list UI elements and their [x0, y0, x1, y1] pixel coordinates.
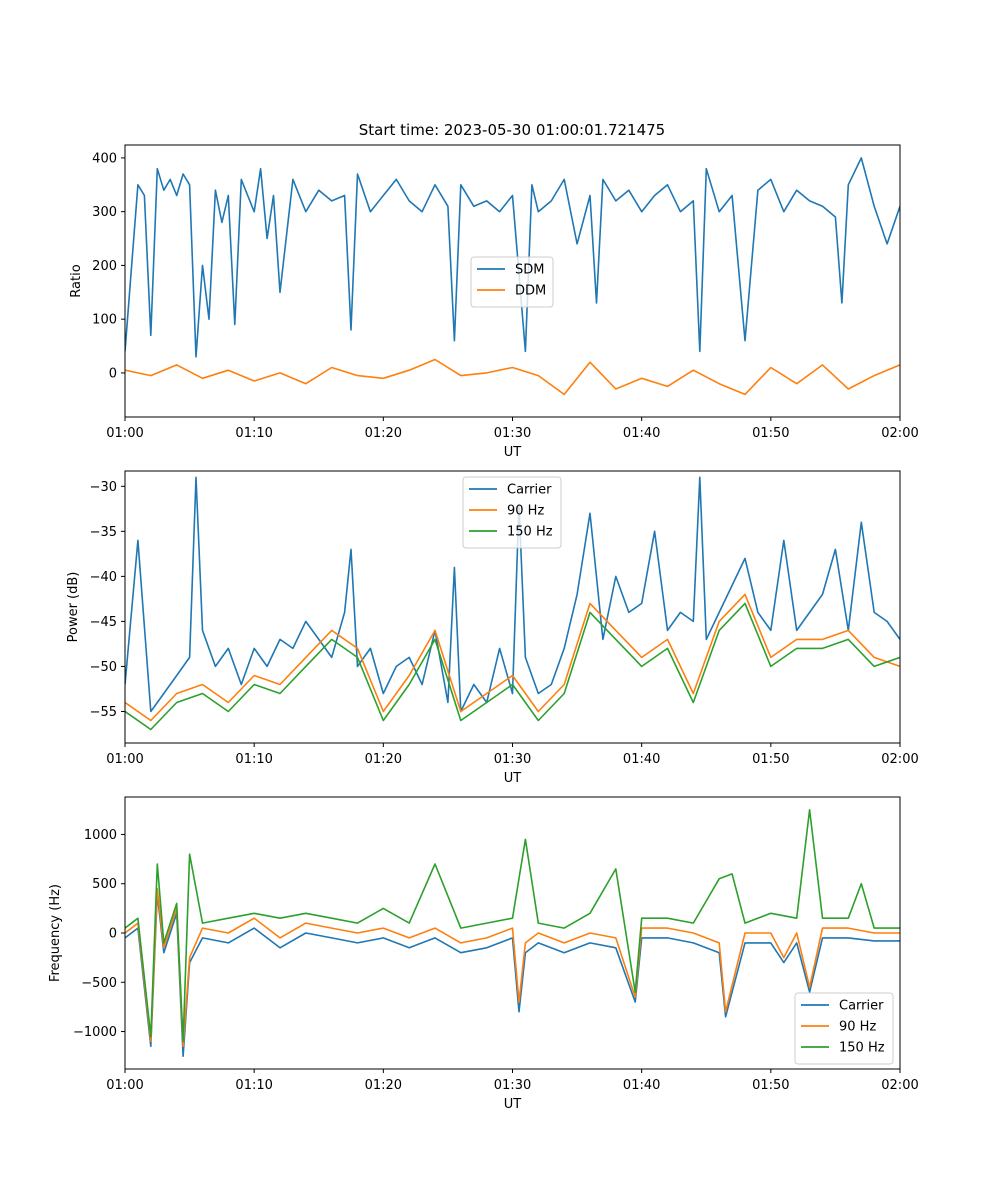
- legend-label-90-hz: 90 Hz: [507, 504, 544, 519]
- y-tick-label: 1000: [84, 828, 117, 843]
- x-axis-label: UT: [504, 1097, 522, 1112]
- x-tick-label: 01:00: [106, 752, 143, 767]
- x-tick-label: 01:50: [752, 1078, 789, 1093]
- legend-label-ddm: DDM: [515, 284, 546, 299]
- y-tick-label: 100: [92, 313, 117, 328]
- legend-label-carrier: Carrier: [839, 999, 884, 1014]
- y-tick-label: −45: [90, 615, 117, 630]
- x-tick-label: 01:50: [752, 426, 789, 441]
- figure: Start time: 2023-05-30 01:00:01.721475 0…: [0, 0, 1000, 1200]
- x-tick-label: 01:30: [494, 752, 531, 767]
- legend-label-carrier: Carrier: [507, 483, 552, 498]
- y-tick-label: 500: [92, 877, 117, 892]
- x-tick-label: 01:40: [623, 426, 660, 441]
- legend-label-150-hz: 150 Hz: [839, 1041, 885, 1056]
- x-tick-label: 01:40: [623, 752, 660, 767]
- y-tick-label: 400: [92, 151, 117, 166]
- x-tick-label: 01:00: [106, 426, 143, 441]
- y-tick-label: −1000: [73, 1025, 117, 1040]
- y-tick-label: 200: [92, 259, 117, 274]
- x-tick-label: 01:00: [106, 1078, 143, 1093]
- x-tick-label: 01:20: [365, 752, 402, 767]
- legend-label-150-hz: 150 Hz: [507, 525, 553, 540]
- legend: Carrier 90 Hz 150 Hz: [795, 993, 893, 1064]
- y-tick-label: −500: [81, 976, 117, 991]
- x-tick-label: 02:00: [881, 1078, 918, 1093]
- x-tick-label: 01:10: [235, 1078, 272, 1093]
- y-tick-label: −40: [90, 570, 117, 585]
- x-tick-label: 01:40: [623, 1078, 660, 1093]
- x-tick-label: 01:50: [752, 752, 789, 767]
- y-tick-label: −50: [90, 660, 117, 675]
- legend: Carrier 90 Hz 150 Hz: [463, 477, 561, 548]
- figure-title: Start time: 2023-05-30 01:00:01.721475: [359, 121, 665, 139]
- y-axis-label: Ratio: [69, 264, 84, 297]
- x-tick-label: 01:20: [365, 1078, 402, 1093]
- x-tick-label: 02:00: [881, 752, 918, 767]
- y-tick-label: 300: [92, 205, 117, 220]
- x-axis-label: UT: [504, 771, 522, 786]
- y-tick-label: −35: [90, 525, 117, 540]
- legend-label-90-hz: 90 Hz: [839, 1020, 876, 1035]
- legend-label-sdm: SDM: [515, 263, 544, 278]
- x-tick-label: 01:30: [494, 1078, 531, 1093]
- y-tick-label: 0: [109, 366, 117, 381]
- x-tick-label: 01:10: [235, 426, 272, 441]
- y-tick-label: 0: [109, 927, 117, 942]
- x-tick-label: 01:20: [365, 426, 402, 441]
- y-tick-label: −30: [90, 480, 117, 495]
- x-tick-label: 01:30: [494, 426, 531, 441]
- y-tick-label: −55: [90, 705, 117, 720]
- y-axis-label: Frequency (Hz): [48, 884, 63, 982]
- x-axis-label: UT: [504, 445, 522, 460]
- y-axis-label: Power (dB): [66, 572, 81, 643]
- legend: SDM DDM: [471, 257, 553, 307]
- x-tick-label: 01:10: [235, 752, 272, 767]
- x-tick-label: 02:00: [881, 426, 918, 441]
